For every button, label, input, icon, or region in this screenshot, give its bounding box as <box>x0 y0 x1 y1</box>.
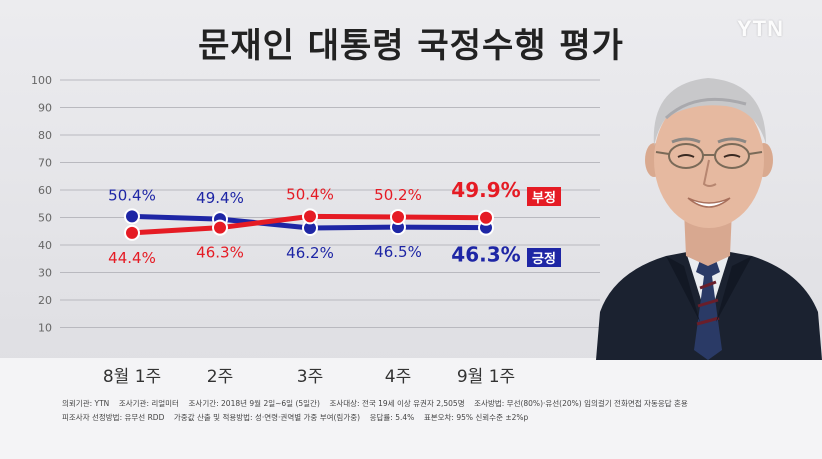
president-portrait <box>596 78 822 360</box>
negative-data-label: 44.4% <box>108 249 156 267</box>
y-tick-label: 70 <box>38 157 52 170</box>
y-tick-label: 10 <box>38 322 52 335</box>
negative-data-label: 49.9% <box>451 178 520 202</box>
y-tick-label: 40 <box>38 239 52 252</box>
negative-data-label: 50.2% <box>374 186 422 204</box>
positive-data-point <box>124 208 140 225</box>
footer-line-1: 의뢰기관: YTN 조사기관: 리얼미터 조사기간: 2018년 9월 2일~6… <box>62 399 688 408</box>
positive-series-tag-box <box>527 248 561 267</box>
x-tick-label: 4주 <box>385 367 411 387</box>
x-tick-label: 3주 <box>297 367 323 387</box>
y-tick-label: 80 <box>38 129 52 142</box>
y-tick-label: 30 <box>38 267 52 280</box>
ytn-logo: YTN <box>737 16 784 41</box>
negative-series-tag: 부정 <box>532 190 556 206</box>
negative-data-label: 46.3% <box>196 244 244 262</box>
positive-data-label: 49.4% <box>196 189 244 207</box>
x-tick-label: 8월 1주 <box>103 367 161 387</box>
y-tick-label: 50 <box>38 212 52 225</box>
x-tick-label: 9월 1주 <box>457 367 515 387</box>
positive-data-label: 46.2% <box>286 244 334 262</box>
positive-data-label: 46.3% <box>451 243 520 267</box>
footer-line-2: 피조사자 선정방법: 유무선 RDD 가중값 산출 및 적용방법: 성·연령·권… <box>62 413 529 422</box>
y-tick-label: 60 <box>38 184 52 197</box>
negative-data-point <box>302 208 318 225</box>
negative-series-tag-box <box>527 187 561 206</box>
negative-data-point <box>124 224 140 241</box>
positive-data-label: 50.4% <box>108 186 156 204</box>
x-tick-label: 2주 <box>207 367 233 387</box>
y-tick-label: 100 <box>31 74 52 87</box>
y-tick-label: 90 <box>38 102 52 115</box>
positive-data-label: 46.5% <box>374 243 422 261</box>
negative-data-point <box>390 208 406 225</box>
positive-series-tag: 긍정 <box>532 251 556 267</box>
y-tick-label: 20 <box>38 294 52 307</box>
chart-title: 문재인 대통령 국정수행 평가 <box>198 26 624 66</box>
negative-data-label: 50.4% <box>286 185 334 203</box>
negative-data-point <box>212 219 228 236</box>
bottom-band <box>0 358 822 459</box>
negative-data-point <box>478 209 494 226</box>
survey-footer: 의뢰기관: YTN 조사기관: 리얼미터 조사기간: 2018년 9월 2일~6… <box>62 397 762 425</box>
